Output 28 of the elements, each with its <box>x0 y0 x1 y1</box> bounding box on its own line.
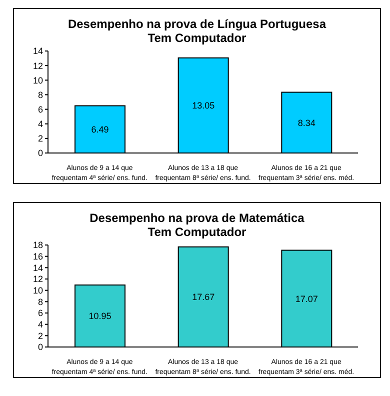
y-tick-label: 10 <box>32 286 43 296</box>
y-tick-label: 2 <box>38 330 43 341</box>
y-tick-label: 4 <box>38 119 43 130</box>
y-tick-label: 16 <box>32 252 43 262</box>
y-tick-label: 8 <box>38 296 43 307</box>
y-tick-label: 12 <box>32 274 43 284</box>
data-label: 17.67 <box>192 292 215 302</box>
y-tick-label: 18 <box>32 240 43 250</box>
y-tick-label: 4 <box>38 320 43 330</box>
chart-title: Desempenho na prova de Língua Portuguesa <box>66 17 328 31</box>
chart-subtitle: Tem Computador <box>146 225 248 239</box>
y-tick-label: 6 <box>38 308 43 318</box>
chart-title: Desempenho na prova de Matemática <box>88 211 306 225</box>
data-label: 13.05 <box>192 100 215 111</box>
chart-subtitle: Tem Computador <box>146 31 248 45</box>
y-tick-label: 0 <box>38 148 43 158</box>
y-tick-label: 6 <box>38 104 43 114</box>
y-tick-label: 10 <box>32 75 43 86</box>
y-tick-label: 2 <box>38 134 43 144</box>
data-label: 6.49 <box>91 124 109 135</box>
data-label: 8.34 <box>298 118 316 128</box>
y-tick-label: 8 <box>38 90 43 100</box>
y-tick-label: 14 <box>32 262 43 273</box>
y-tick-label: 0 <box>38 342 43 352</box>
y-tick-label: 14 <box>32 46 43 56</box>
data-label: 17.07 <box>295 294 318 304</box>
data-label: 10.95 <box>88 311 112 322</box>
y-tick-label: 12 <box>32 60 43 71</box>
